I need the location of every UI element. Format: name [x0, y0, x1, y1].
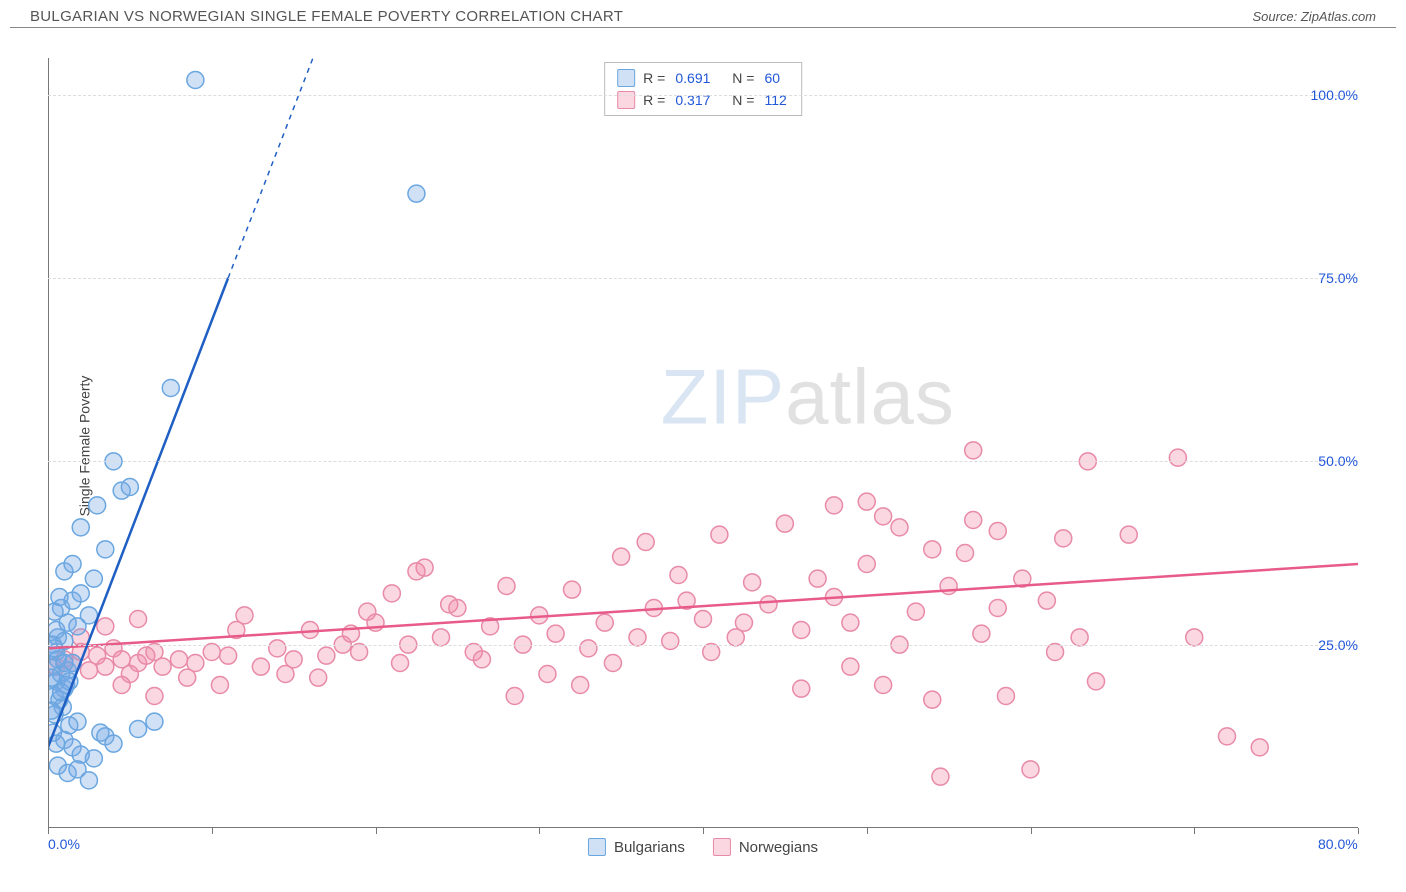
n-label: N =: [732, 70, 754, 86]
y-tick-label: 25.0%: [1318, 637, 1358, 653]
source-attribution: Source: ZipAtlas.com: [1252, 9, 1376, 24]
stats-legend-row-bulgarians: R = 0.691 N = 60: [617, 67, 789, 89]
x-tick-mark: [1358, 828, 1359, 834]
y-tick-label: 75.0%: [1318, 270, 1358, 286]
x-tick-mark: [1194, 828, 1195, 834]
legend-label-bulgarians: Bulgarians: [614, 839, 685, 856]
legend-label-norwegians: Norwegians: [739, 839, 818, 856]
legend-item-norwegians: Norwegians: [713, 838, 818, 856]
r-label: R =: [643, 70, 665, 86]
y-tick-label: 100.0%: [1311, 87, 1358, 103]
gridline: [48, 645, 1358, 646]
series-legend: Bulgarians Norwegians: [588, 838, 818, 856]
x-tick-label: 0.0%: [48, 836, 80, 852]
x-tick-mark: [1031, 828, 1032, 834]
swatch-bulgarians: [617, 69, 635, 87]
swatch-norwegians: [713, 838, 731, 856]
chart-title: BULGARIAN VS NORWEGIAN SINGLE FEMALE POV…: [30, 8, 623, 25]
gridline: [48, 95, 1358, 96]
y-axis-line: [48, 58, 49, 828]
x-tick-mark: [212, 828, 213, 834]
n-value-bulgarians: 60: [764, 70, 780, 86]
x-tick-mark: [703, 828, 704, 834]
gridline: [48, 278, 1358, 279]
gridline: [48, 461, 1358, 462]
r-value-bulgarians: 0.691: [675, 70, 710, 86]
title-bar: BULGARIAN VS NORWEGIAN SINGLE FEMALE POV…: [10, 0, 1396, 28]
x-tick-mark: [376, 828, 377, 834]
legend-item-bulgarians: Bulgarians: [588, 838, 685, 856]
stats-legend-row-norwegians: R = 0.317 N = 112: [617, 89, 789, 111]
x-tick-mark: [867, 828, 868, 834]
x-tick-mark: [48, 828, 49, 834]
stats-legend: R = 0.691 N = 60 R = 0.317 N = 112: [604, 62, 802, 116]
scatter-plot-svg: [48, 58, 1358, 828]
chart-plot-area: ZIPatlas R = 0.691 N = 60 R = 0.317 N = …: [48, 58, 1358, 828]
swatch-bulgarians: [588, 838, 606, 856]
x-tick-mark: [539, 828, 540, 834]
y-tick-label: 50.0%: [1318, 453, 1358, 469]
x-tick-label: 80.0%: [1318, 836, 1358, 852]
